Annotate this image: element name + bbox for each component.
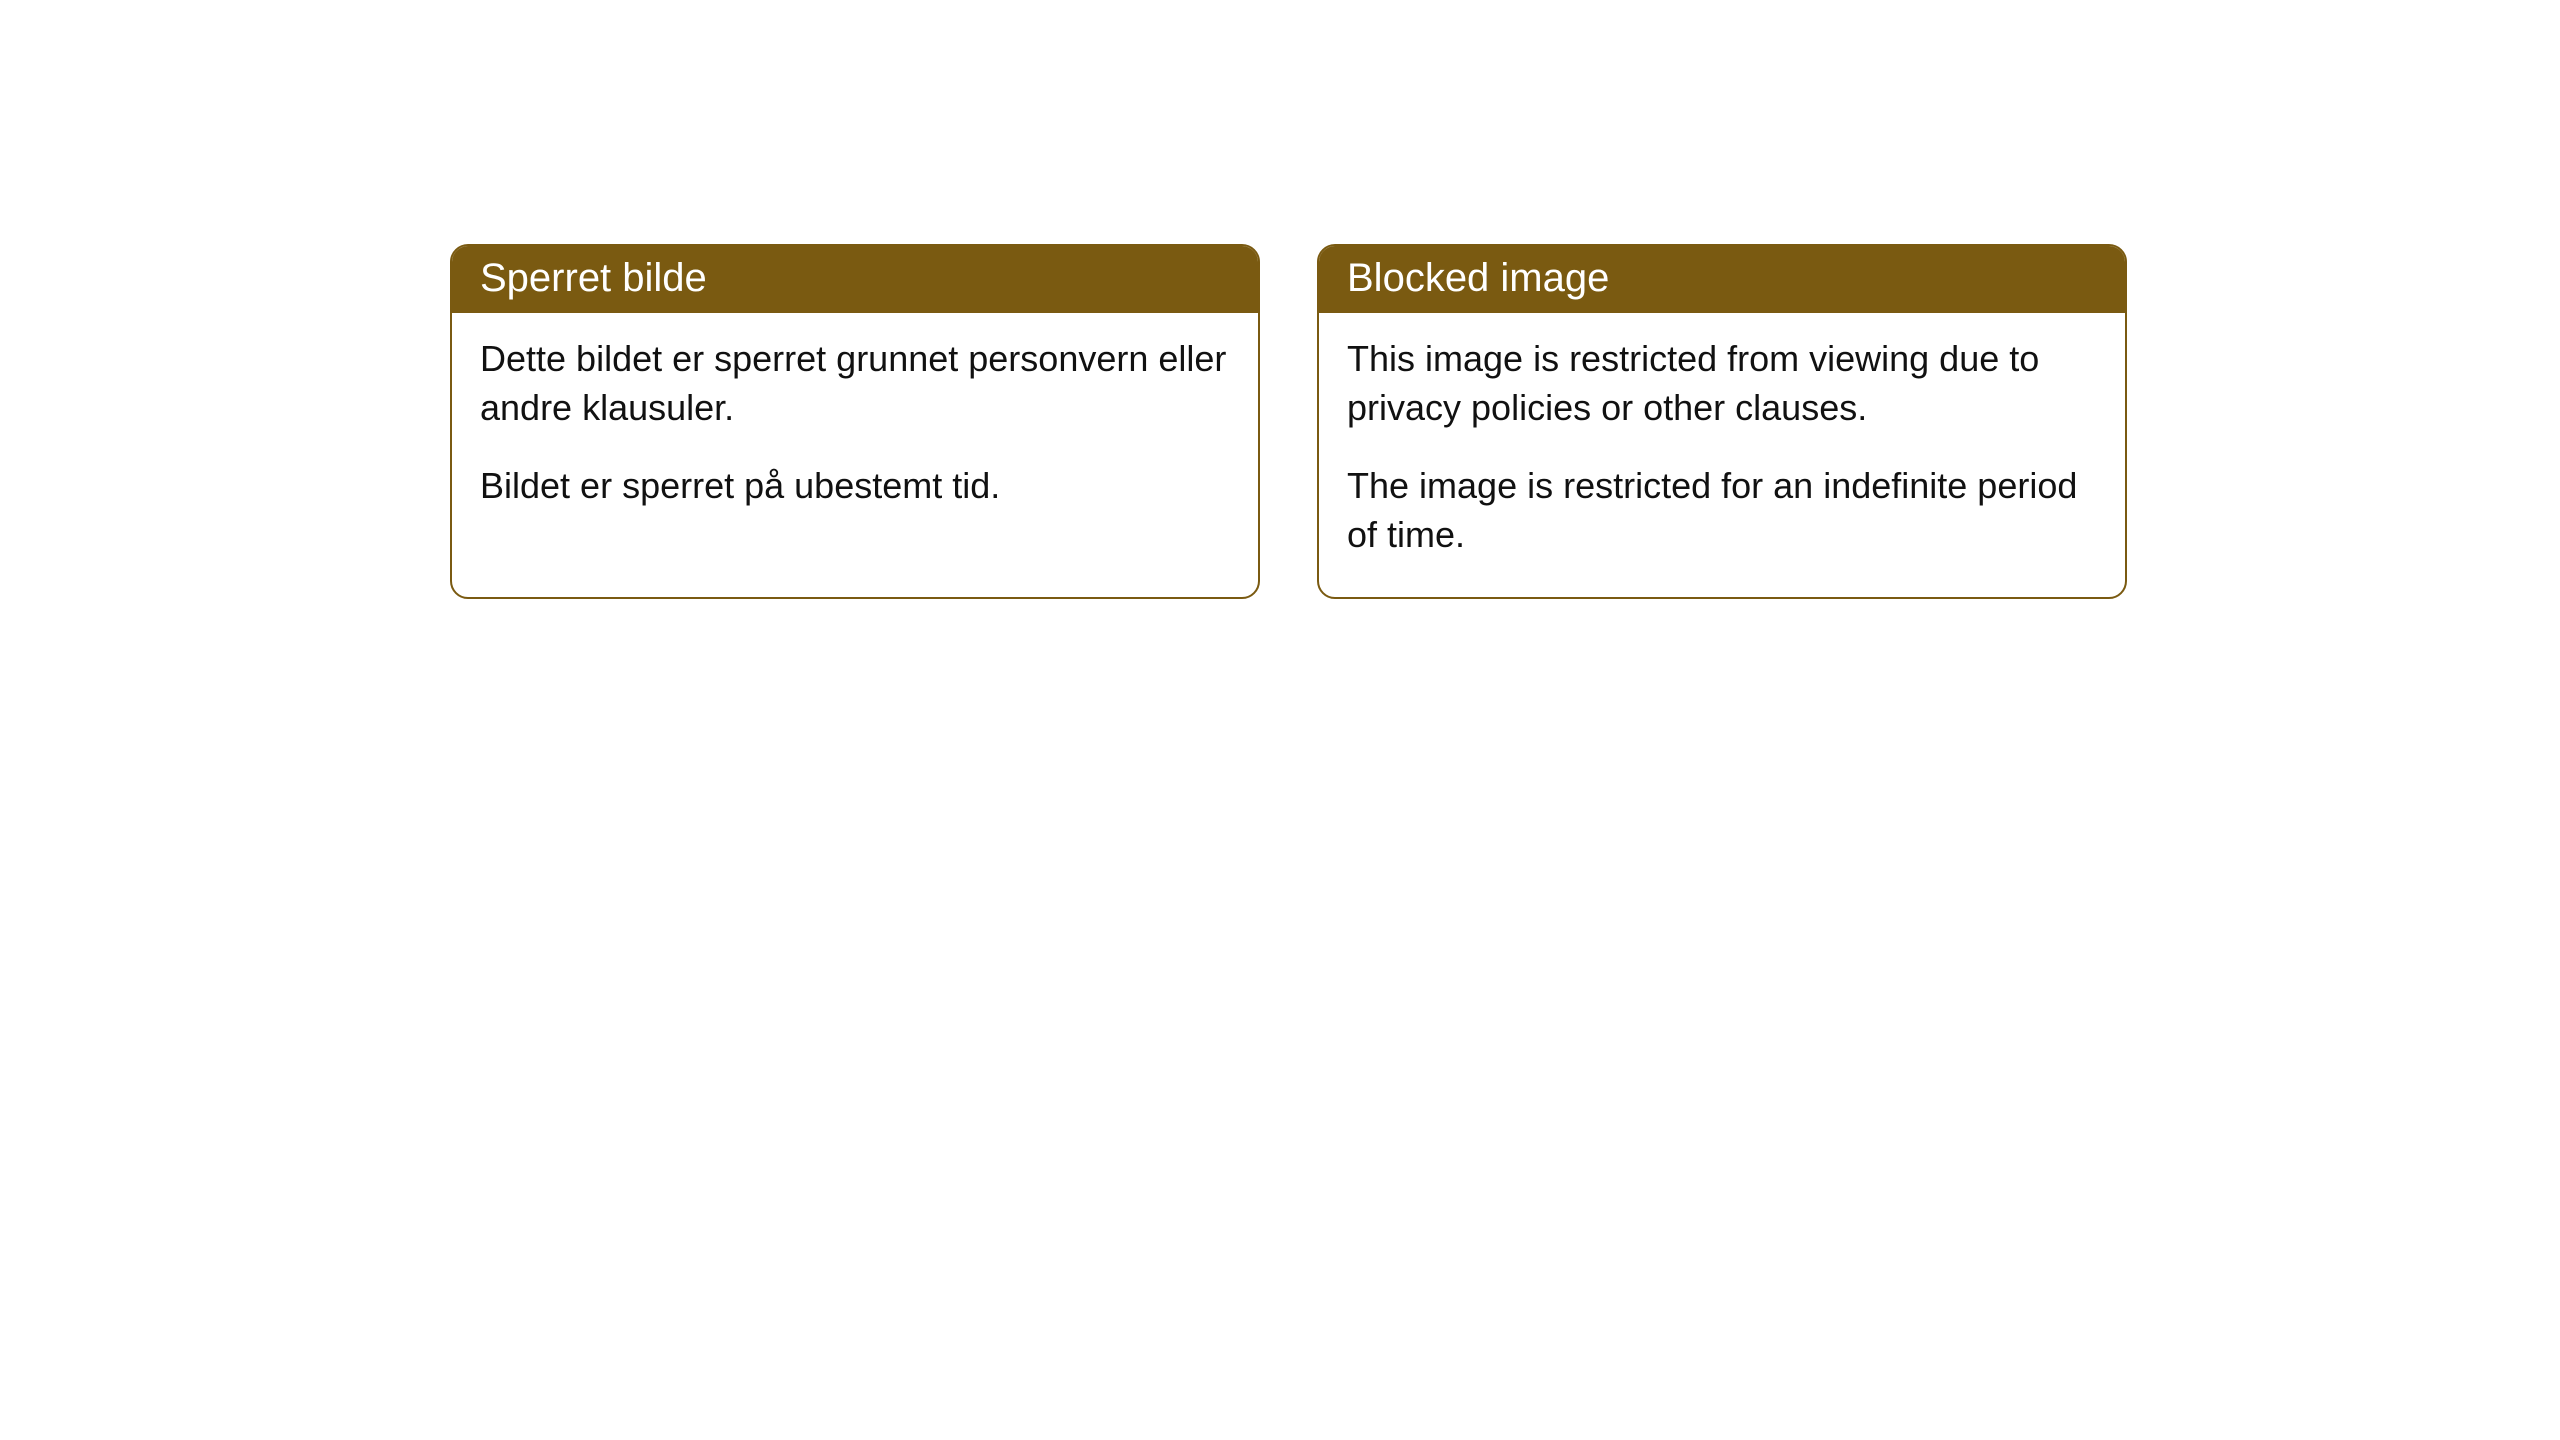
- notice-card-norwegian: Sperret bilde Dette bildet er sperret gr…: [450, 244, 1260, 599]
- card-header: Sperret bilde: [452, 246, 1258, 313]
- notice-container: Sperret bilde Dette bildet er sperret gr…: [450, 244, 2127, 599]
- card-body: This image is restricted from viewing du…: [1319, 313, 2125, 597]
- card-paragraph: Dette bildet er sperret grunnet personve…: [480, 335, 1230, 432]
- card-header: Blocked image: [1319, 246, 2125, 313]
- card-title: Blocked image: [1347, 256, 1609, 300]
- card-body: Dette bildet er sperret grunnet personve…: [452, 313, 1258, 549]
- notice-card-english: Blocked image This image is restricted f…: [1317, 244, 2127, 599]
- card-paragraph: This image is restricted from viewing du…: [1347, 335, 2097, 432]
- card-title: Sperret bilde: [480, 256, 707, 300]
- card-paragraph: Bildet er sperret på ubestemt tid.: [480, 462, 1230, 511]
- card-paragraph: The image is restricted for an indefinit…: [1347, 462, 2097, 559]
